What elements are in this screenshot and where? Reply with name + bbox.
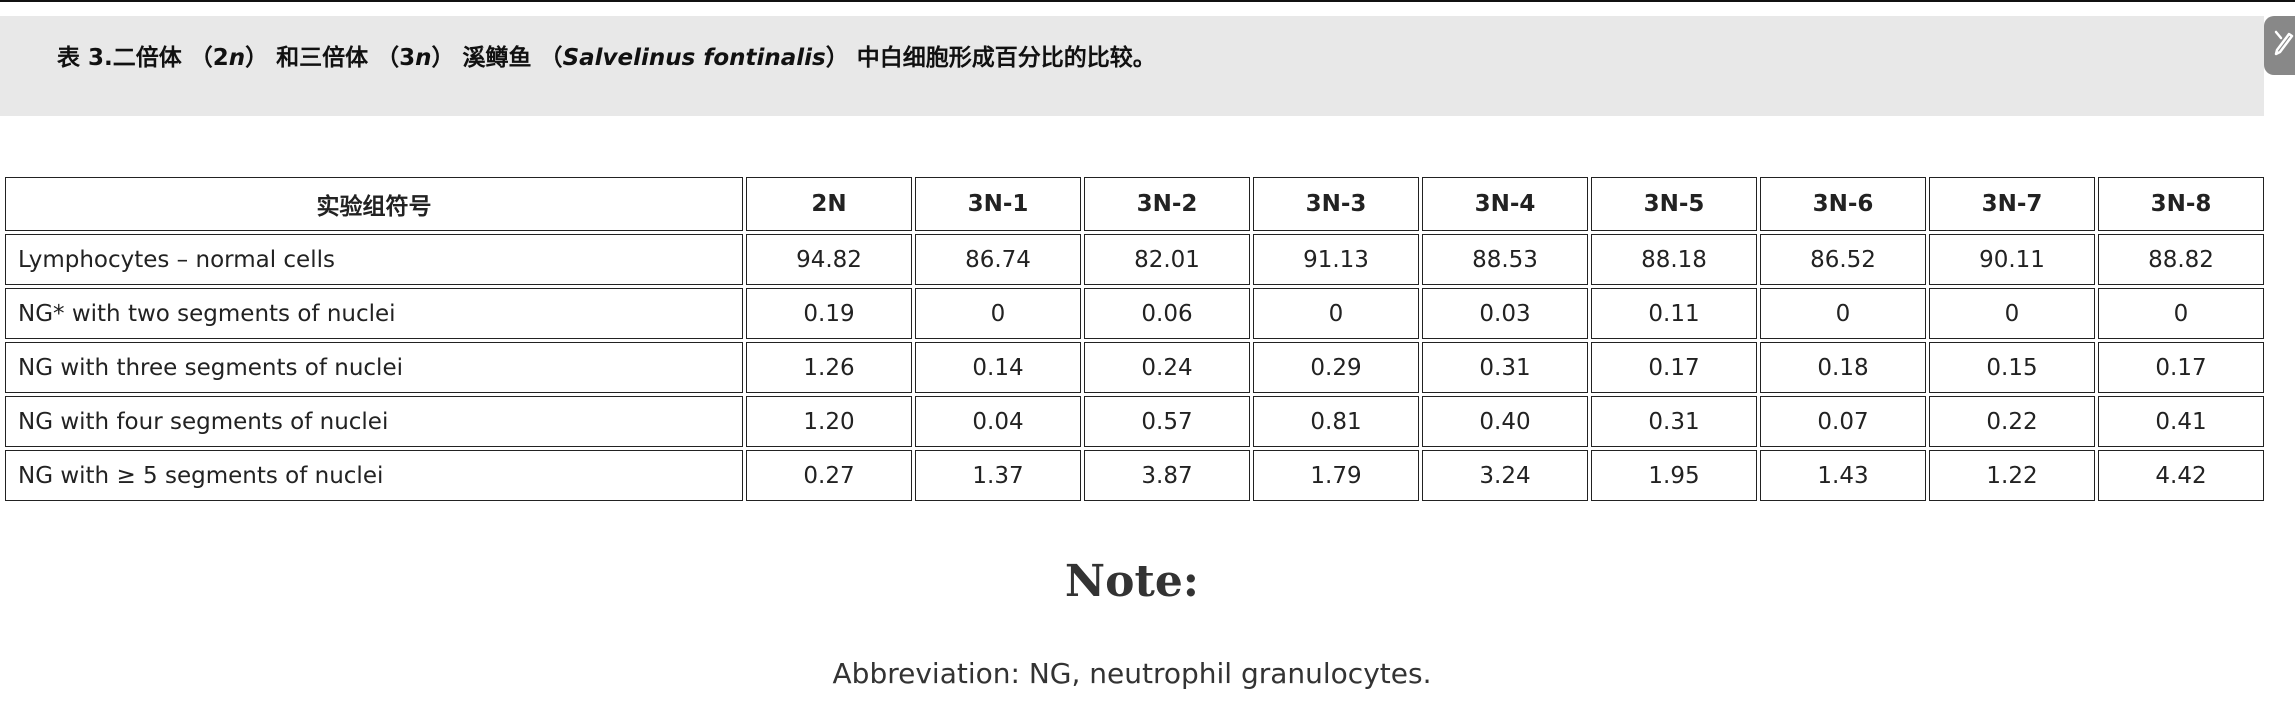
- table-row: Lymphocytes – normal cells 94.82 86.74 82.0…: [5, 234, 2264, 285]
- table-cell: 0: [915, 288, 1081, 339]
- table-cell: 0.40: [1422, 396, 1588, 447]
- table-cell: 0.31: [1591, 396, 1757, 447]
- table-cell: 1.79: [1253, 450, 1419, 501]
- top-divider: [0, 0, 2295, 2]
- table-cell: 0.81: [1253, 396, 1419, 447]
- header-3n-3: 3N-3: [1253, 177, 1419, 231]
- table-cell: 0: [1929, 288, 2095, 339]
- table-cell: 1.43: [1760, 450, 1926, 501]
- table-cell: 0: [1760, 288, 1926, 339]
- table-cell: 3.24: [1422, 450, 1588, 501]
- header-3n-4: 3N-4: [1422, 177, 1588, 231]
- row-label: NG* with two segments of nuclei: [5, 288, 743, 339]
- table-cell: 0.07: [1760, 396, 1926, 447]
- note-abbreviation: Abbreviation: NG, neutrophil granulocyte…: [832, 657, 1432, 690]
- header-3n-5: 3N-5: [1591, 177, 1757, 231]
- table-cell: 0.29: [1253, 342, 1419, 393]
- table-cell: 0.14: [915, 342, 1081, 393]
- header-3n-1: 3N-1: [915, 177, 1081, 231]
- table-cell: 1.37: [915, 450, 1081, 501]
- table-cell: 91.13: [1253, 234, 1419, 285]
- header-3n-2: 3N-2: [1084, 177, 1250, 231]
- table-cell: 0.06: [1084, 288, 1250, 339]
- row-label: Lymphocytes – normal cells: [5, 234, 743, 285]
- table-caption: 表 3.二倍体 （2n） 和三倍体 （3n） 溪鳟鱼 （Salvelinus f…: [57, 45, 1156, 71]
- table-cell: 0.27: [746, 450, 912, 501]
- row-label: NG with four segments of nuclei: [5, 396, 743, 447]
- table-cell: 88.53: [1422, 234, 1588, 285]
- table-cell: 0.31: [1422, 342, 1588, 393]
- table-cell: 94.82: [746, 234, 912, 285]
- table-cell: 0.17: [1591, 342, 1757, 393]
- table-caption-banner: 表 3.二倍体 （2n） 和三倍体 （3n） 溪鳟鱼 （Salvelinus f…: [0, 16, 2264, 116]
- table-header-row: 实验组符号 2N 3N-1 3N-2 3N-3 3N-4 3N-5 3N-6 3N-7 3N-8: [5, 177, 2264, 231]
- table-cell: 0.19: [746, 288, 912, 339]
- table-cell: 0.22: [1929, 396, 2095, 447]
- table-cell: 0.11: [1591, 288, 1757, 339]
- table-cell: 4.42: [2098, 450, 2264, 501]
- table-cell: 3.87: [1084, 450, 1250, 501]
- row-label: NG with ≥ 5 segments of nuclei: [5, 450, 743, 501]
- header-3n-7: 3N-7: [1929, 177, 2095, 231]
- table-cell: 0.57: [1084, 396, 1250, 447]
- table-cell: 88.18: [1591, 234, 1757, 285]
- header-2n: 2N: [746, 177, 912, 231]
- table-cell: 82.01: [1084, 234, 1250, 285]
- table-cell: 0.18: [1760, 342, 1926, 393]
- header-3n-6: 3N-6: [1760, 177, 1926, 231]
- table-cell: 1.20: [746, 396, 912, 447]
- header-group-label: 实验组符号: [5, 177, 743, 231]
- header-3n-8: 3N-8: [2098, 177, 2264, 231]
- table-cell: 86.74: [915, 234, 1081, 285]
- table-cell: 0.41: [2098, 396, 2264, 447]
- table-cell: 0.03: [1422, 288, 1588, 339]
- table-row: NG with four segments of nuclei 1.20 0.04 0…: [5, 396, 2264, 447]
- pen-off-icon: [2274, 30, 2294, 56]
- table-row: NG with three segments of nuclei 1.26 0.14…: [5, 342, 2264, 393]
- side-tool-button[interactable]: [2264, 16, 2295, 75]
- table-cell: 0.15: [1929, 342, 2095, 393]
- note-title: Note:: [1064, 556, 1200, 607]
- table-cell: 1.22: [1929, 450, 2095, 501]
- table-cell: 0.04: [915, 396, 1081, 447]
- table-cell: 86.52: [1760, 234, 1926, 285]
- table-row: NG with ≥ 5 segments of nuclei 0.27 1.37 3.…: [5, 450, 2264, 501]
- row-label: NG with three segments of nuclei: [5, 342, 743, 393]
- table-cell: 0: [1253, 288, 1419, 339]
- table-row: NG* with two segments of nuclei 0.19 0 0.06…: [5, 288, 2264, 339]
- table-cell: 0.17: [2098, 342, 2264, 393]
- leukocyte-table: 实验组符号 2N 3N-1 3N-2 3N-3 3N-4 3N-5 3N-6 3N-7 3N-8 …: [2, 174, 2267, 504]
- table-cell: 1.95: [1591, 450, 1757, 501]
- table-cell: 1.26: [746, 342, 912, 393]
- table-cell: 0.24: [1084, 342, 1250, 393]
- table-cell: 90.11: [1929, 234, 2095, 285]
- table-cell: 0: [2098, 288, 2264, 339]
- table-cell: 88.82: [2098, 234, 2264, 285]
